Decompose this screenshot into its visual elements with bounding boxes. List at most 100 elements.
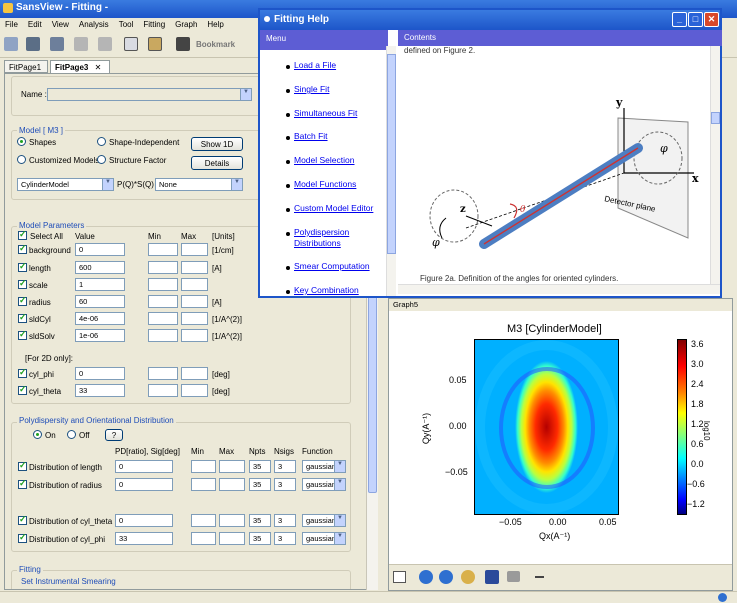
poly-min-input[interactable] <box>191 460 216 473</box>
redo-icon[interactable] <box>98 37 112 51</box>
param-min-input[interactable] <box>148 295 178 308</box>
param-max-input[interactable] <box>181 261 208 274</box>
menu-file[interactable]: File <box>5 20 18 29</box>
menu-link-custom-model-editor[interactable]: Custom Model Editor <box>294 203 374 213</box>
param-value-input[interactable]: 1 <box>75 278 125 291</box>
param-checkbox[interactable] <box>18 384 27 395</box>
select-all-checkbox[interactable] <box>18 229 27 240</box>
poly-npts-input[interactable]: 35 <box>249 460 271 473</box>
maximize-icon[interactable]: □ <box>688 12 703 27</box>
pan-icon[interactable] <box>461 570 475 584</box>
poly-pd-input[interactable]: 0 <box>115 478 173 491</box>
menu-link-model-functions[interactable]: Model Functions <box>294 179 357 189</box>
structure-factor-select[interactable]: None ▼ <box>155 178 243 191</box>
param-checkbox[interactable] <box>18 243 27 254</box>
param-value-input[interactable]: 0 <box>75 243 125 256</box>
param-checkbox[interactable] <box>18 278 27 289</box>
menu-view[interactable]: View <box>51 20 69 29</box>
poly-nsigs-input[interactable]: 3 <box>274 478 296 491</box>
help-content-hscrollbar[interactable] <box>398 284 720 294</box>
poly-npts-input[interactable]: 35 <box>249 478 271 491</box>
param-checkbox[interactable] <box>18 329 27 340</box>
param-value-input[interactable]: 600 <box>75 261 125 274</box>
print-icon[interactable] <box>507 571 520 582</box>
paste-icon[interactable] <box>148 37 162 51</box>
menu-link-load-file[interactable]: Load a File <box>294 60 337 70</box>
poly-nsigs-input[interactable]: 3 <box>274 532 296 545</box>
tab-fitpage1[interactable]: FitPage1 <box>4 60 48 73</box>
poly-function-select[interactable]: gaussian ▼ <box>302 514 346 527</box>
minimize-plot-icon[interactable] <box>535 576 544 578</box>
param-max-input[interactable] <box>181 295 208 308</box>
menu-link-distributions[interactable]: Distributions <box>294 238 341 248</box>
poly-npts-input[interactable]: 35 <box>249 532 271 545</box>
param-max-input[interactable] <box>181 278 208 291</box>
param-checkbox[interactable] <box>18 261 27 272</box>
show-1d-button[interactable]: Show 1D <box>191 137 243 151</box>
name-select[interactable]: ▼ <box>47 88 252 101</box>
help-status-icon[interactable] <box>718 593 727 602</box>
poly-min-input[interactable] <box>191 514 216 527</box>
param-max-input[interactable] <box>181 329 208 342</box>
poly-max-input[interactable] <box>219 514 245 527</box>
param-value-input[interactable]: 33 <box>75 384 125 397</box>
poly-pd-input[interactable]: 0 <box>115 460 173 473</box>
param-max-input[interactable] <box>181 312 208 325</box>
poly-nsigs-input[interactable]: 3 <box>274 460 296 473</box>
menu-analysis[interactable]: Analysis <box>78 20 109 29</box>
help-content-scrollbar[interactable] <box>710 46 720 284</box>
menu-tool[interactable]: Tool <box>118 20 134 29</box>
poly-function-select[interactable]: gaussian ▼ <box>302 460 346 473</box>
menu-link-batch-fit[interactable]: Batch Fit <box>294 131 328 141</box>
menu-graph[interactable]: Graph <box>175 20 198 29</box>
minimize-icon[interactable]: _ <box>672 12 687 27</box>
poly-checkbox[interactable] <box>18 514 27 525</box>
poly-pd-input[interactable]: 0 <box>115 514 173 527</box>
save-icon[interactable] <box>50 37 64 51</box>
param-min-input[interactable] <box>148 243 178 256</box>
menu-link-model-selection[interactable]: Model Selection <box>294 155 355 165</box>
param-max-input[interactable] <box>181 243 208 256</box>
menu-help[interactable]: Help <box>207 20 224 29</box>
menu-link-single-fit[interactable]: Single Fit <box>294 84 330 94</box>
close-icon[interactable]: ✕ <box>704 12 719 27</box>
radio-poly-off[interactable] <box>67 430 76 439</box>
content-scroll-thumb[interactable] <box>711 112 720 124</box>
bookmark-label[interactable]: Bookmark <box>196 40 236 49</box>
param-checkbox[interactable] <box>18 367 27 378</box>
menu-link-polydispersion[interactable]: Polydispersion <box>294 227 350 237</box>
details-button[interactable]: Details <box>191 156 243 170</box>
poly-help-button[interactable]: ? <box>105 429 123 441</box>
menu-fitting[interactable]: Fitting <box>143 20 166 29</box>
help-menu-scrollbar[interactable] <box>386 46 396 296</box>
param-value-input[interactable]: 0 <box>75 367 125 380</box>
poly-checkbox[interactable] <box>18 478 27 489</box>
menu-link-simultaneous-fit[interactable]: Simultaneous Fit <box>294 108 358 118</box>
bookmark-icon[interactable] <box>176 37 190 51</box>
tab-fitpage3[interactable]: FitPage3 ✕ <box>50 60 110 73</box>
undo-icon[interactable] <box>74 37 88 51</box>
forward-arrow-icon[interactable] <box>439 570 453 584</box>
load-data-icon[interactable] <box>26 37 40 51</box>
poly-nsigs-input[interactable]: 3 <box>274 514 296 527</box>
poly-max-input[interactable] <box>219 460 245 473</box>
poly-max-input[interactable] <box>219 532 245 545</box>
poly-npts-input[interactable]: 35 <box>249 514 271 527</box>
poly-min-input[interactable] <box>191 478 216 491</box>
menu-link-key-combination[interactable]: Key Combination <box>294 285 359 295</box>
menu-edit[interactable]: Edit <box>27 20 42 29</box>
param-min-input[interactable] <box>148 329 178 342</box>
menu-link-smear-computation[interactable]: Smear Computation <box>294 261 370 271</box>
param-value-input[interactable]: 4e-06 <box>75 312 125 325</box>
param-checkbox[interactable] <box>18 312 27 323</box>
radio-customized-models[interactable] <box>17 155 26 164</box>
param-value-input[interactable]: 1e-06 <box>75 329 125 342</box>
radio-shapes[interactable] <box>17 137 26 146</box>
back-arrow-icon[interactable] <box>419 570 433 584</box>
poly-function-select[interactable]: gaussian ▼ <box>302 478 346 491</box>
param-value-input[interactable]: 60 <box>75 295 125 308</box>
radio-shape-independent[interactable] <box>97 137 106 146</box>
menu-scroll-thumb[interactable] <box>387 54 396 254</box>
poly-pd-input[interactable]: 33 <box>115 532 173 545</box>
param-min-input[interactable] <box>148 367 178 380</box>
